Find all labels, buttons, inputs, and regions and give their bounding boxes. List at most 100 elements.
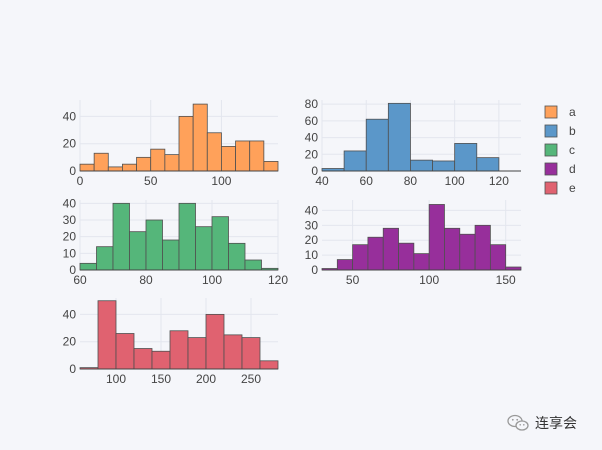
x-tick-label: 50 <box>144 174 158 188</box>
y-tick-label: 0 <box>69 263 76 277</box>
histogram-bar <box>107 166 123 172</box>
x-tick-label: 100 <box>106 372 126 386</box>
y-tick-label: 40 <box>63 196 77 210</box>
histogram-bar <box>474 224 491 271</box>
x-tick-label: 200 <box>196 372 216 386</box>
subplot-e: 0 20 40 100 150 200 250 <box>63 298 279 386</box>
histogram-bar <box>150 148 166 172</box>
histogram-bar <box>259 360 279 370</box>
y-tick-label: 30 <box>63 213 77 227</box>
x-tick-label: 40 <box>315 174 329 188</box>
wechat-icon <box>507 414 529 431</box>
y-tick-label: 0 <box>311 164 318 178</box>
histogram-bar <box>241 337 261 370</box>
y-tick-label: 0 <box>311 263 318 277</box>
legend-swatch <box>544 105 558 119</box>
histogram-bar <box>413 253 430 271</box>
x-tick-label: 100 <box>202 273 222 287</box>
histogram-bar <box>133 348 153 370</box>
legend-item-c: c <box>544 143 575 157</box>
x-tick-label: 80 <box>404 174 418 188</box>
histogram-bar <box>122 163 137 172</box>
subplot-c: 0 10 20 30 40 60 80 100 120 <box>63 196 289 287</box>
histogram-bar <box>489 244 507 271</box>
histogram-bar <box>187 337 207 370</box>
y-tick-label: 20 <box>63 230 77 244</box>
y-tick-label: 80 <box>305 97 319 111</box>
histogram-bar <box>151 350 171 370</box>
y-tick-label: 20 <box>305 233 319 247</box>
y-tick-label: 40 <box>63 109 77 123</box>
histogram-bar <box>398 242 415 271</box>
legend-label: b <box>569 124 576 138</box>
y-tick-label: 40 <box>63 307 77 321</box>
histogram-bar <box>195 226 213 271</box>
y-tick-label: 0 <box>69 164 76 178</box>
histogram-bar <box>263 161 279 172</box>
legend-item-a: a <box>544 105 576 119</box>
histogram-bar <box>228 242 246 271</box>
legend-item-d: d <box>544 162 576 176</box>
y-tick-label: 20 <box>63 335 77 349</box>
legend-item-e: e <box>544 181 576 195</box>
histogram-bar <box>444 227 461 271</box>
x-tick-label: 100 <box>211 174 231 188</box>
histogram-bar <box>428 204 445 271</box>
legend-label: e <box>569 181 576 195</box>
x-tick-label: 50 <box>346 273 360 287</box>
y-tick-label: 10 <box>63 246 77 260</box>
histogram-bar <box>459 233 476 271</box>
histogram-bar <box>432 160 456 172</box>
x-tick-label: 150 <box>151 372 171 386</box>
legend-label: d <box>569 162 576 176</box>
histogram-bar <box>129 231 147 271</box>
histogram-bar <box>162 239 180 271</box>
histogram-bar <box>96 246 114 271</box>
x-tick-label: 100 <box>419 273 439 287</box>
x-tick-label: 100 <box>445 174 465 188</box>
x-tick-label: 250 <box>241 372 261 386</box>
histogram-bar <box>164 154 180 172</box>
y-tick-label: 40 <box>305 203 319 217</box>
histogram-bar <box>79 262 97 271</box>
histogram-bar <box>221 146 236 172</box>
histogram-bar <box>178 115 194 172</box>
y-tick-label: 0 <box>69 362 76 376</box>
histogram-bar <box>249 140 265 172</box>
x-tick-label: 80 <box>139 273 153 287</box>
histogram-bar <box>454 143 478 172</box>
histogram-bar <box>97 300 117 370</box>
legend-label: c <box>569 143 575 157</box>
histogram-bar <box>336 259 354 271</box>
histogram-bar <box>410 159 433 172</box>
legend-label: a <box>569 105 576 119</box>
subplot-a: 0 20 40 0 50 100 <box>63 100 279 188</box>
histogram-bar <box>93 152 109 172</box>
x-tick-label: 0 <box>77 174 84 188</box>
legend-item-b: b <box>544 124 576 138</box>
histogram-bar <box>211 216 229 271</box>
subplot-b: 0 20 40 60 80 40 60 80 100 120 <box>305 97 521 188</box>
histogram-bar <box>367 236 384 271</box>
y-tick-label: 20 <box>305 147 319 161</box>
histogram-bar <box>79 163 95 172</box>
histogram-bar <box>352 244 369 271</box>
histogram-bar <box>169 330 189 370</box>
histogram-bar <box>235 140 251 172</box>
histogram-bar <box>343 150 367 172</box>
y-tick-label: 20 <box>63 137 77 151</box>
x-tick-label: 60 <box>360 174 374 188</box>
legend-swatch <box>544 124 558 138</box>
y-tick-label: 10 <box>305 248 319 262</box>
y-tick-label: 30 <box>305 218 319 232</box>
x-tick-label: 120 <box>489 174 509 188</box>
legend-swatch <box>544 143 558 157</box>
x-tick-label: 120 <box>268 273 288 287</box>
x-tick-label: 60 <box>73 273 87 287</box>
histogram-bar <box>178 202 196 271</box>
histogram-bar <box>244 259 262 271</box>
x-tick-label: 150 <box>496 273 516 287</box>
y-tick-label: 40 <box>305 131 319 145</box>
